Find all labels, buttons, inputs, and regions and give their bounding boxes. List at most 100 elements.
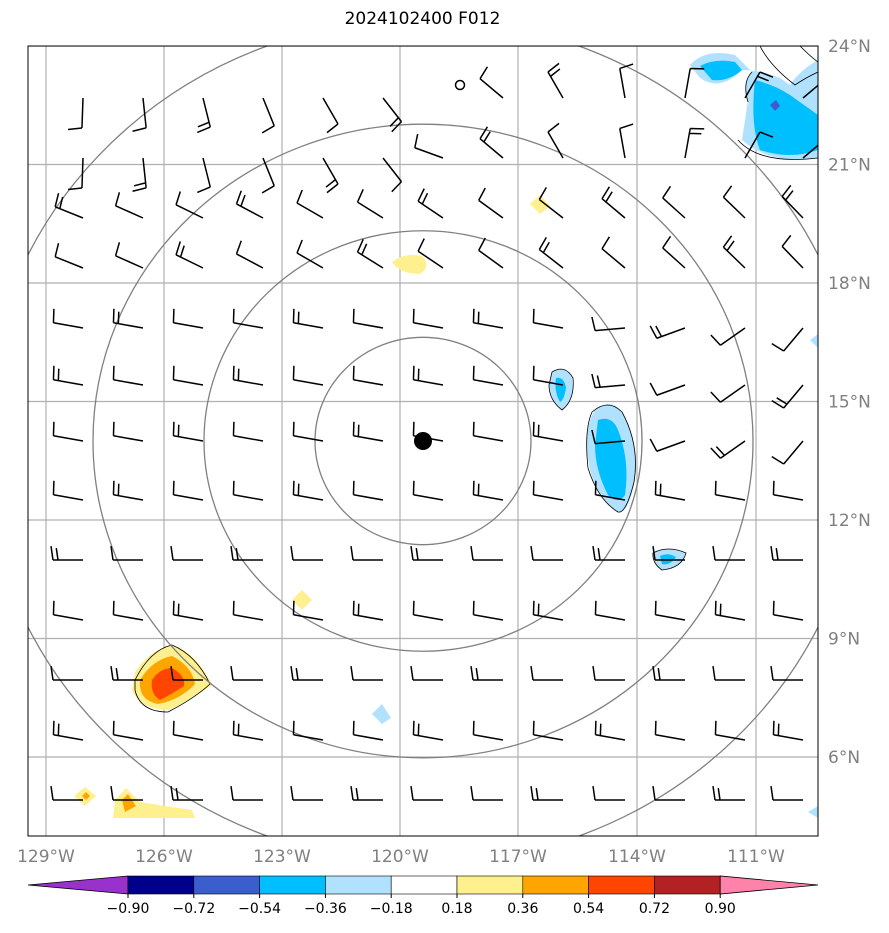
lon-label: 120°W — [371, 847, 429, 867]
colorbar-tick-label: −0.90 — [107, 901, 150, 917]
wind-barb — [290, 666, 323, 681]
longitude-labels: 129°W 126°W 123°W 120°W 117°W 114°W 111°W — [17, 847, 785, 867]
wind-barb — [352, 421, 384, 442]
wind-barb — [352, 365, 384, 386]
wind-barb — [472, 480, 504, 501]
lon-label: 117°W — [489, 847, 547, 867]
wind-barb — [479, 66, 504, 99]
wind-barb — [530, 786, 563, 801]
lon-label: 123°W — [253, 847, 311, 867]
lat-label: 21°N — [828, 156, 871, 176]
wind-barb — [52, 720, 84, 741]
wind-barb — [710, 440, 746, 459]
wind-barb — [722, 185, 746, 219]
map-frame — [27, 45, 819, 837]
wind-barb — [52, 480, 84, 501]
colorbar-tick-label: −0.18 — [370, 901, 413, 917]
shaded-field — [74, 52, 818, 818]
wind-barb — [292, 720, 324, 741]
wind-barb — [594, 480, 626, 501]
wind-barb — [170, 666, 203, 681]
wind-barb — [292, 308, 324, 329]
wind-barb — [52, 600, 84, 621]
wind-barb — [654, 600, 686, 621]
wind-barb — [110, 666, 143, 681]
colorbar-segment — [193, 875, 260, 895]
wind-barb — [172, 365, 204, 386]
wind-barb — [714, 480, 746, 501]
wind-barb — [478, 187, 504, 219]
wind-barb — [382, 97, 403, 133]
wind-barb — [114, 242, 144, 269]
wind-barb — [0, 309, 21, 328]
wind-barb — [112, 308, 144, 329]
colorbar-extend-high — [719, 875, 819, 895]
wind-barb — [292, 600, 324, 621]
wind-barb — [232, 720, 264, 741]
colorbar-tick-label: 0.90 — [705, 901, 736, 917]
wind-barb — [175, 191, 204, 219]
negative-region-ne-inner — [700, 60, 818, 155]
wind-barb — [712, 666, 745, 681]
wind-barb — [684, 67, 705, 99]
negative-region-ne-core — [770, 100, 780, 111]
wind-barb — [350, 786, 383, 801]
negative-region-se-edge — [808, 806, 818, 818]
wind-barb — [352, 308, 384, 329]
wind-barb — [52, 308, 84, 329]
wind-barb — [0, 422, 21, 441]
colorbar: −0.90 −0.72 −0.54 −0.36 −0.18 0.18 0.36 0.54 0.7… — [27, 875, 819, 917]
wind-barb — [172, 308, 204, 329]
wind-barb — [0, 666, 21, 680]
wind-barb — [547, 122, 564, 159]
wind-barb — [0, 366, 21, 385]
wind-barb — [175, 241, 204, 269]
wind-barb — [50, 666, 83, 681]
wind-barb — [410, 546, 443, 561]
wind-barb — [592, 786, 625, 801]
wind-barb — [472, 720, 504, 741]
wind-barbs — [0, 62, 818, 801]
wind-barb — [50, 786, 83, 801]
contour-e2 — [652, 548, 687, 571]
colorbar-tick-label: 0.36 — [507, 901, 538, 917]
wind-barb — [352, 600, 384, 621]
wind-barb — [170, 786, 203, 801]
map-title: 2024102400 F012 — [344, 9, 501, 29]
wind-barb — [594, 600, 626, 621]
wind-barb — [532, 720, 564, 741]
colorbar-tick-label: 0.18 — [441, 901, 472, 917]
wind-barb — [412, 480, 444, 501]
wind-barb — [649, 438, 686, 452]
wind-barb — [770, 546, 803, 561]
wind-barb — [472, 308, 504, 329]
positive-region-mid — [292, 590, 312, 610]
wind-barb — [172, 720, 204, 741]
colorbar-segment — [325, 875, 392, 895]
wind-barb — [781, 184, 804, 219]
positive-region-sw-inner — [122, 794, 136, 812]
wind-barb — [654, 480, 686, 501]
wind-barb — [114, 192, 144, 219]
wind-barb — [322, 97, 339, 134]
wind-barb — [232, 480, 264, 501]
colorbar-tick-label: −0.72 — [172, 901, 215, 917]
positive-region-n — [392, 254, 427, 274]
colorbar-segment — [588, 875, 655, 895]
wind-barb — [417, 188, 444, 219]
wind-barb — [350, 546, 383, 561]
lat-label: 24°N — [828, 37, 871, 57]
wind-barb — [2, 158, 21, 188]
colorbar-segment — [127, 875, 195, 895]
wind-barb — [261, 97, 275, 134]
storm-center-marker — [414, 432, 432, 450]
wind-barb — [802, 144, 818, 159]
colorbar-segment — [522, 875, 589, 895]
lon-label: 129°W — [17, 847, 75, 867]
lon-label: 114°W — [608, 847, 666, 867]
wind-barb — [591, 316, 626, 332]
wind-barb — [132, 97, 147, 132]
range-ring — [314, 336, 532, 546]
wind-barb — [235, 240, 264, 269]
